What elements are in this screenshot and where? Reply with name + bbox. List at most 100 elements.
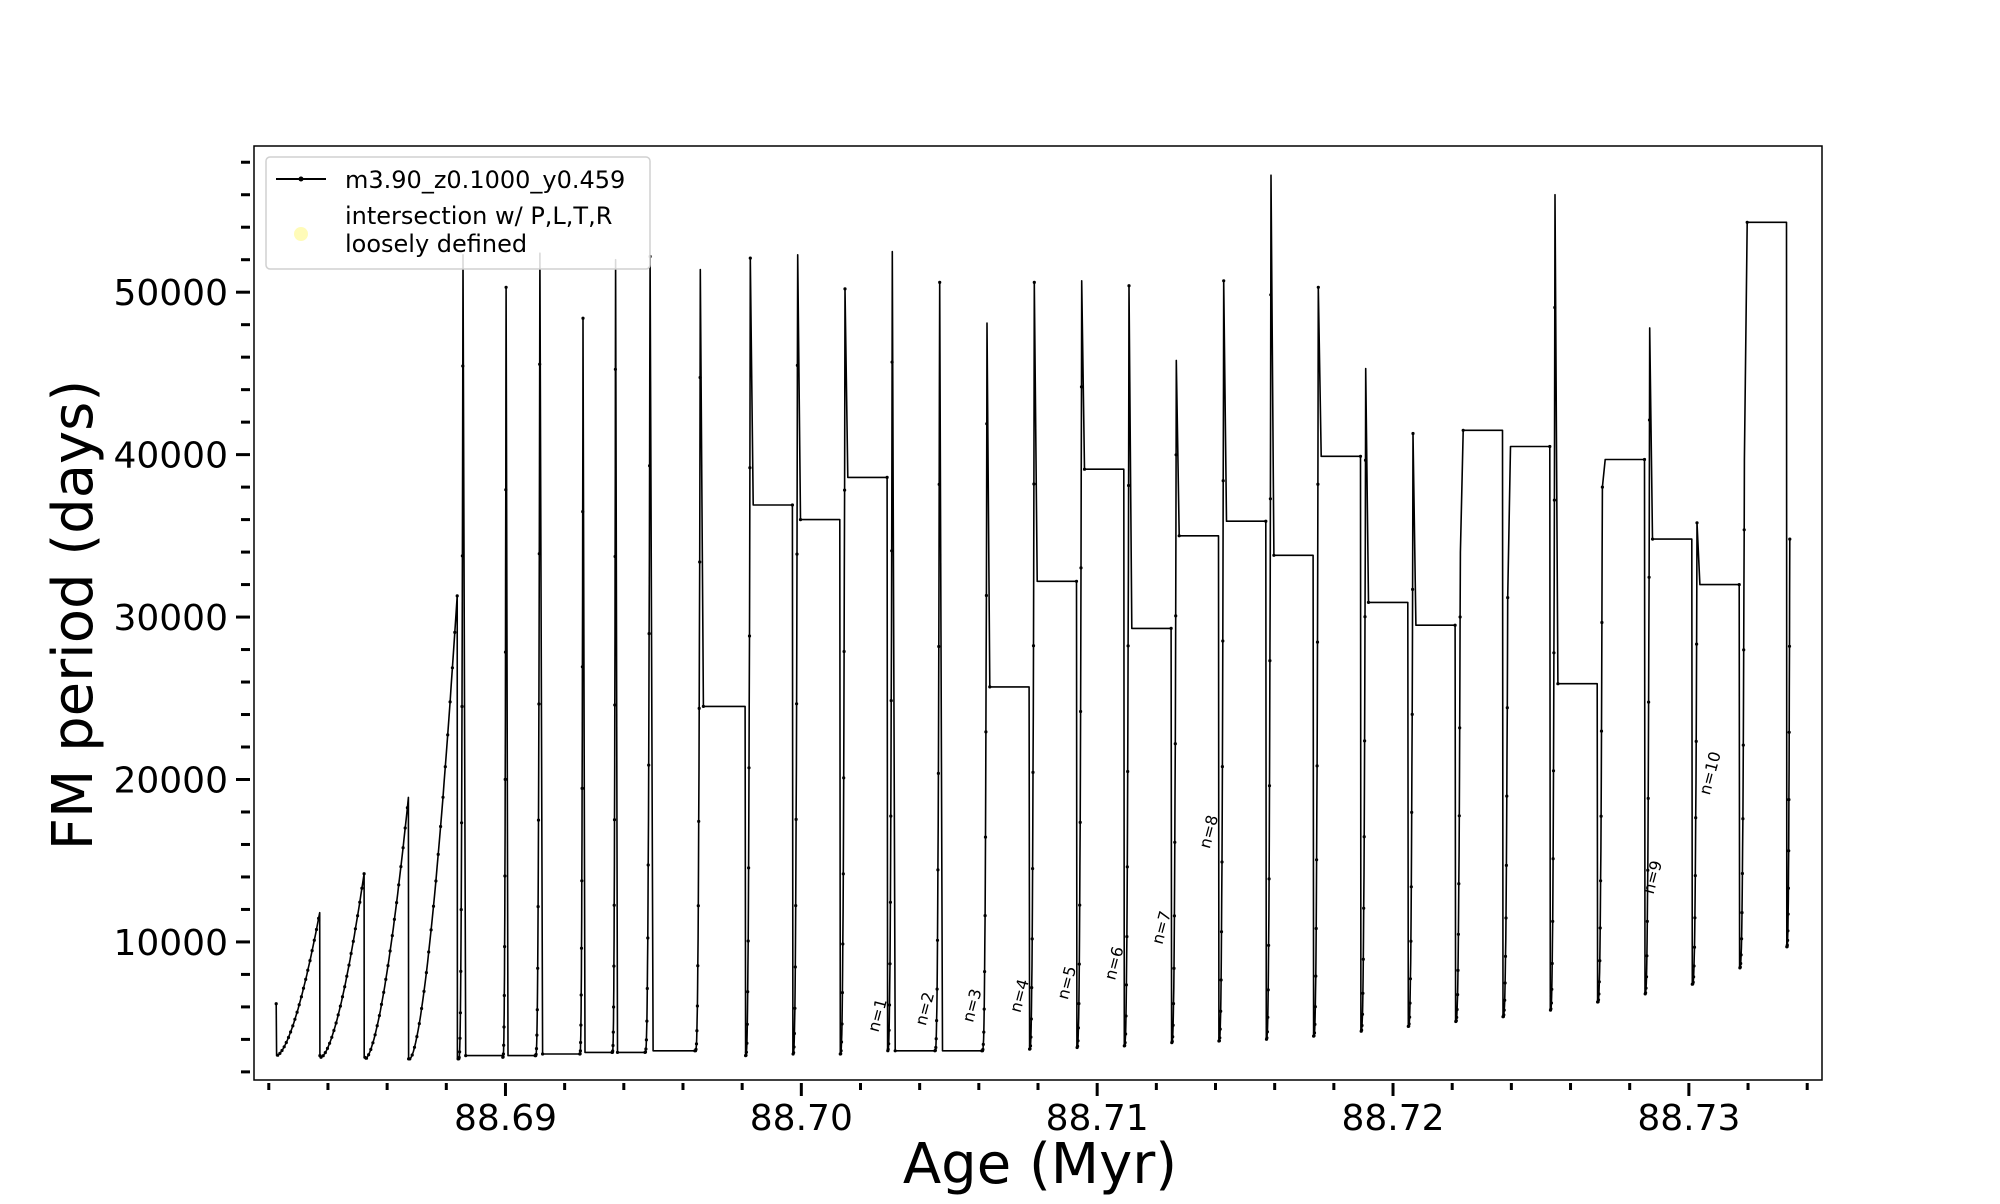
series-point — [501, 1052, 505, 1056]
series-point — [1219, 978, 1223, 982]
series-point — [388, 949, 392, 953]
series-point — [412, 1045, 417, 1049]
series-point — [1742, 648, 1746, 652]
series-point — [384, 977, 388, 982]
series-point — [934, 1045, 938, 1050]
series-point — [1363, 739, 1367, 743]
series-point — [408, 1057, 412, 1061]
series-point — [1597, 980, 1601, 984]
series-point — [534, 1047, 539, 1051]
series-point — [1411, 431, 1415, 436]
series-point — [280, 1048, 284, 1053]
series-point — [1503, 954, 1508, 959]
series-point — [538, 362, 542, 366]
series-point — [364, 1056, 369, 1060]
series-point — [369, 1047, 373, 1052]
series-point — [301, 986, 306, 990]
series-point — [405, 806, 409, 810]
series-point — [935, 938, 940, 942]
x-tick-label: 88.72 — [1341, 1098, 1444, 1139]
series-point — [1218, 1036, 1222, 1040]
series-point — [842, 776, 846, 780]
series-point — [1171, 1002, 1176, 1006]
series-point — [453, 630, 457, 635]
series-point — [1079, 385, 1084, 389]
series-point — [842, 649, 846, 654]
series-point — [503, 777, 507, 782]
series-point — [984, 730, 988, 734]
series-point — [983, 914, 987, 918]
series-point — [1740, 911, 1744, 915]
series-point — [1316, 285, 1320, 289]
series-point — [443, 765, 447, 769]
series-point — [1650, 537, 1655, 541]
series-point — [744, 1050, 749, 1054]
series-point — [358, 900, 362, 904]
series-point — [431, 904, 436, 908]
series-point — [646, 936, 650, 940]
series-point — [293, 1017, 297, 1021]
series-point — [278, 1051, 282, 1055]
series-point — [890, 549, 894, 553]
series-point — [1502, 1013, 1506, 1017]
series-point — [1313, 1022, 1317, 1026]
x-tick-label: 88.73 — [1637, 1098, 1740, 1139]
x-tick-label: 88.70 — [750, 1098, 853, 1139]
series-point — [1361, 957, 1365, 961]
series-point — [1269, 293, 1273, 297]
annotation-label: n=10 — [1695, 749, 1725, 796]
series-point — [1029, 1017, 1033, 1021]
series-point — [1693, 874, 1697, 878]
series-point — [890, 360, 894, 364]
series-point — [450, 666, 454, 670]
series-point — [648, 464, 652, 468]
series-point — [274, 1002, 278, 1006]
series-point — [343, 985, 347, 989]
series-point — [885, 475, 889, 479]
series-point — [982, 1007, 986, 1011]
series-point — [541, 1052, 545, 1056]
series-point — [1076, 1039, 1080, 1043]
legend-dot-marker — [298, 176, 304, 182]
series-point — [1362, 906, 1366, 910]
series-point — [1219, 1009, 1223, 1013]
series-point — [1457, 814, 1461, 818]
series-point — [580, 879, 584, 883]
series-point — [392, 917, 396, 922]
series-point — [503, 650, 508, 654]
series-point — [1503, 981, 1507, 985]
series-point — [984, 593, 989, 598]
series-point — [1363, 615, 1367, 619]
series-point — [1030, 986, 1034, 990]
series-point — [937, 644, 941, 649]
series-point — [1366, 600, 1371, 605]
series-point — [458, 1036, 462, 1040]
series-point — [534, 1052, 538, 1056]
series-point — [436, 852, 440, 857]
series-point — [1548, 444, 1552, 449]
annotation-layer: n=1 n=2 n=3 n=4 n=5n=6n=7n=8n=9n=10 — [864, 749, 1725, 1033]
series-point — [888, 962, 892, 966]
series-point — [1031, 770, 1035, 775]
series-point — [1694, 739, 1698, 744]
series-point — [1410, 712, 1414, 717]
series-point — [697, 706, 701, 711]
series-point — [377, 1014, 381, 1018]
series-point — [325, 1046, 330, 1050]
series-line — [275, 174, 1791, 1060]
series-point — [840, 991, 845, 995]
series-point — [839, 1049, 843, 1053]
series-point — [1786, 938, 1790, 943]
series-point — [1032, 280, 1036, 284]
series-point — [1126, 769, 1130, 774]
series-point — [1646, 796, 1650, 801]
series-point — [1031, 644, 1036, 648]
series-point — [1599, 879, 1603, 883]
series-point — [1408, 977, 1412, 981]
series-point — [798, 518, 803, 522]
series-point — [461, 364, 465, 368]
series-point — [422, 989, 426, 994]
series-point — [319, 1055, 323, 1059]
series-point — [1173, 742, 1177, 746]
series-point — [1692, 964, 1696, 968]
